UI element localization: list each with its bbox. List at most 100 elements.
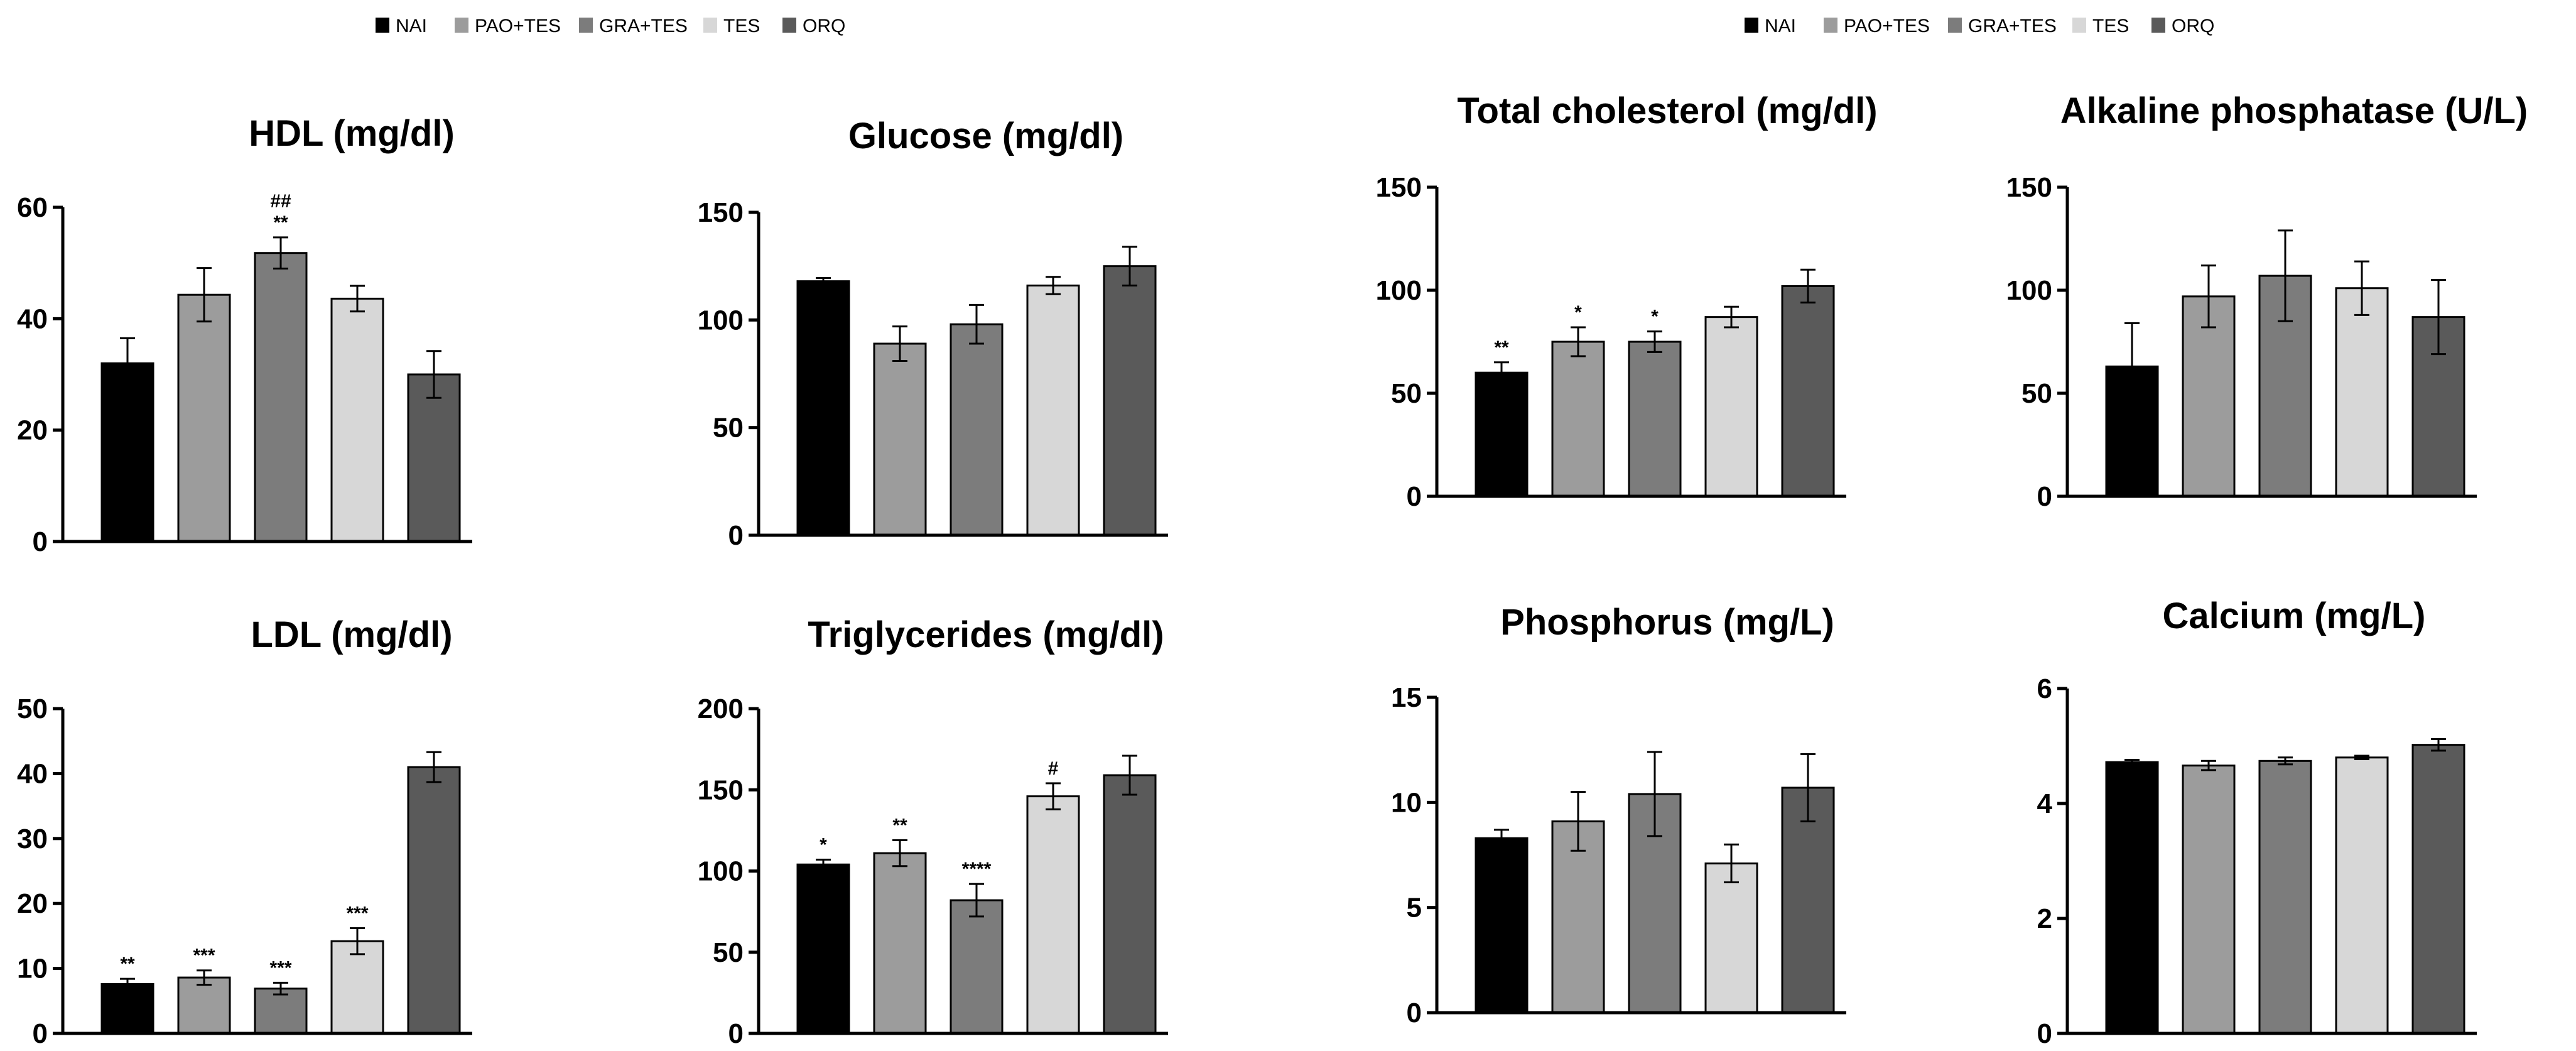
y-tick-label: 20 bbox=[17, 415, 48, 446]
significance-label: ** bbox=[120, 954, 135, 974]
y-tick-label: 50 bbox=[713, 413, 744, 444]
y-tick-label: 10 bbox=[17, 954, 48, 984]
legend-swatch bbox=[1948, 18, 1962, 33]
bar-pao-tes bbox=[1551, 820, 1605, 1014]
y-tick-label: 200 bbox=[698, 694, 744, 724]
bar-tes bbox=[1704, 316, 1758, 498]
y-tick-label: 2 bbox=[2037, 903, 2052, 934]
bar-orq bbox=[1103, 265, 1157, 536]
chart-title: Phosphorus (mg/L) bbox=[1500, 602, 1834, 643]
y-tick-label: 100 bbox=[698, 856, 744, 887]
y-tick-label: 100 bbox=[698, 305, 744, 335]
significance-label: **** bbox=[962, 859, 992, 879]
bar-pao-tes bbox=[2182, 295, 2236, 498]
y-tick-label: 50 bbox=[17, 694, 48, 724]
significance-label: ** bbox=[892, 815, 907, 836]
bar-orq bbox=[407, 373, 461, 543]
bar-orq bbox=[407, 766, 461, 1035]
legend-swatch bbox=[1824, 18, 1837, 33]
chart-title: LDL (mg/dl) bbox=[251, 614, 452, 655]
chart-panel-1: HDL (mg/dl) 0 20 40 60 **## bbox=[17, 113, 472, 557]
y-tick-label: 4 bbox=[2037, 788, 2053, 819]
legend-swatch bbox=[579, 18, 593, 33]
legend-swatch bbox=[376, 18, 389, 33]
bar-orq bbox=[1781, 285, 1835, 498]
bar-gra-tes bbox=[950, 323, 1004, 536]
chart-title: Alkaline phosphatase (U/L) bbox=[2060, 90, 2528, 131]
significance-label: # bbox=[1048, 758, 1059, 779]
legend-swatch bbox=[2072, 18, 2086, 33]
legend-label: NAI bbox=[396, 16, 427, 36]
bar-pao-tes bbox=[1551, 340, 1605, 498]
y-tick-label: 40 bbox=[17, 303, 48, 334]
y-tick-label: 10 bbox=[1391, 787, 1422, 818]
chart-title: HDL (mg/dl) bbox=[249, 113, 455, 154]
legend-label: GRA+TES bbox=[1968, 16, 2057, 36]
y-tick-label: 30 bbox=[17, 824, 48, 854]
chart-title: Calcium (mg/L) bbox=[2163, 596, 2426, 636]
y-tick-label: 0 bbox=[728, 520, 744, 551]
bar-pao-tes bbox=[873, 342, 927, 536]
y-tick-label: 0 bbox=[728, 1018, 744, 1049]
legend-label: TES bbox=[723, 16, 760, 36]
bar-nai bbox=[100, 983, 154, 1035]
significance-label: ## bbox=[270, 191, 291, 212]
significance-label: *** bbox=[269, 957, 291, 978]
y-tick-label: 0 bbox=[2037, 1018, 2052, 1049]
bar-orq bbox=[1103, 774, 1157, 1035]
bar-tes bbox=[2335, 287, 2389, 498]
bar-tes bbox=[1704, 862, 1758, 1014]
bar-nai bbox=[100, 362, 154, 543]
legend-label: TES bbox=[2092, 16, 2129, 36]
bar-nai bbox=[1475, 837, 1529, 1014]
bar-gra-tes bbox=[254, 252, 308, 543]
y-tick-label: 150 bbox=[2006, 172, 2052, 203]
y-tick-label: 0 bbox=[1407, 481, 1422, 512]
y-tick-label: 50 bbox=[1391, 378, 1422, 409]
y-tick-label: 0 bbox=[2037, 481, 2052, 512]
significance-label: * bbox=[1651, 307, 1659, 327]
chart-panel-7: Phosphorus (mg/L) 0 5 10 15 bbox=[1391, 602, 1846, 1028]
bar-tes bbox=[2335, 756, 2389, 1035]
significance-label: ** bbox=[273, 212, 288, 233]
legend-swatch bbox=[2151, 18, 2165, 33]
bar-tes bbox=[1026, 795, 1080, 1035]
bar-pao-tes bbox=[177, 976, 231, 1035]
significance-label: * bbox=[820, 834, 827, 855]
bar-tes bbox=[1026, 285, 1080, 536]
y-tick-label: 50 bbox=[2021, 378, 2052, 409]
y-tick-label: 6 bbox=[2037, 673, 2052, 704]
bar-nai bbox=[1475, 371, 1529, 498]
chart-panel-6: Alkaline phosphatase (U/L) 0 50 100 150 bbox=[2006, 90, 2528, 512]
y-tick-label: 40 bbox=[17, 758, 48, 789]
chart-title: Triglycerides (mg/dl) bbox=[808, 614, 1164, 655]
y-tick-label: 150 bbox=[1376, 172, 1422, 203]
significance-label: *** bbox=[193, 945, 215, 966]
legend-label: PAO+TES bbox=[475, 16, 561, 36]
significance-label: * bbox=[1574, 302, 1582, 323]
legend-label: GRA+TES bbox=[599, 16, 688, 36]
bar-orq bbox=[1781, 787, 1835, 1014]
legend-label: NAI bbox=[1765, 16, 1796, 36]
bar-gra-tes bbox=[2258, 760, 2312, 1035]
y-tick-label: 100 bbox=[2006, 275, 2052, 306]
bar-tes bbox=[330, 940, 384, 1035]
bar-gra-tes bbox=[950, 899, 1004, 1035]
bar-gra-tes bbox=[254, 988, 308, 1035]
bar-nai bbox=[796, 280, 850, 536]
y-tick-label: 0 bbox=[33, 1018, 48, 1049]
bar-nai bbox=[2105, 761, 2159, 1035]
y-tick-label: 0 bbox=[1407, 998, 1422, 1028]
y-tick-label: 15 bbox=[1391, 682, 1422, 713]
bar-tes bbox=[330, 297, 384, 543]
bar-nai bbox=[796, 863, 850, 1035]
y-tick-label: 150 bbox=[698, 197, 744, 228]
y-tick-label: 60 bbox=[17, 192, 48, 223]
legend-1: NAI PAO+TES GRA+TES TES ORQ bbox=[376, 16, 845, 36]
bar-orq bbox=[2411, 744, 2465, 1035]
bar-pao-tes bbox=[873, 852, 927, 1035]
y-tick-label: 150 bbox=[698, 775, 744, 805]
significance-label: ** bbox=[1494, 337, 1509, 358]
